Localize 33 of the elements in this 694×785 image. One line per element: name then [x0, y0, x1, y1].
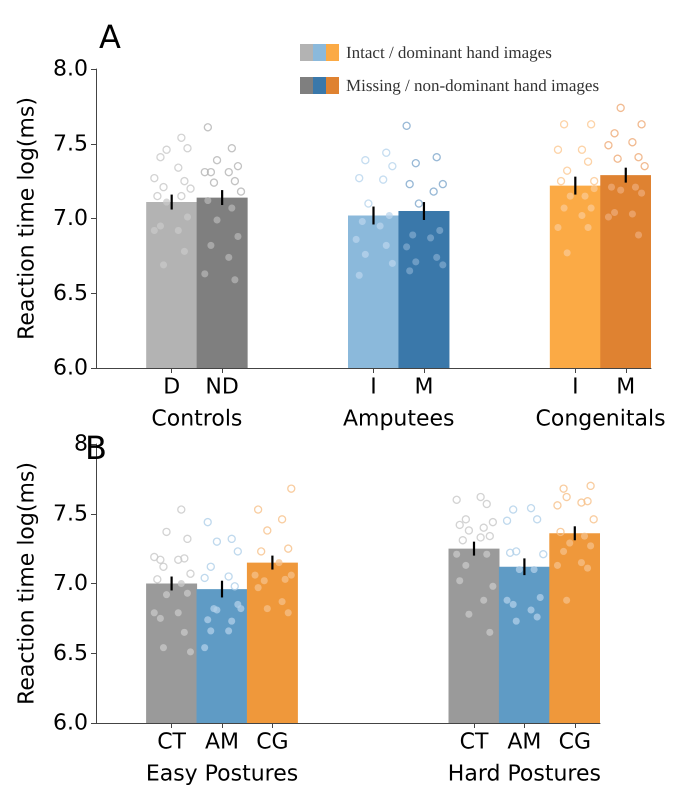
x-tick-label: AM: [507, 730, 542, 754]
x-tick-label: I: [572, 374, 579, 400]
text: Hard Postures: [448, 762, 601, 785]
x-tick-label: D: [163, 374, 180, 400]
y-tick-label: 6.0: [53, 710, 88, 736]
text: Congenitals: [536, 406, 666, 432]
x-tick-label: I: [370, 374, 377, 400]
y-tick-label: 6.5: [53, 280, 88, 306]
x-tick-label: M: [616, 374, 636, 400]
x-tick-label: AM: [204, 730, 240, 754]
x-tick-label: M: [414, 374, 434, 400]
y-tick-label: 6.5: [53, 640, 88, 666]
x-tick-label: ND: [205, 374, 239, 400]
y-axis-title: Reaction time log(ms): [14, 97, 40, 340]
y-axis-title: Reaction time log(ms): [14, 462, 40, 705]
chart-title: A: [99, 18, 121, 56]
text: Easy Postures: [146, 762, 298, 785]
text: Amputees: [342, 406, 454, 432]
y-tick-label: 7.0: [53, 206, 88, 231]
text: Controls: [151, 406, 242, 432]
x-tick-label: CT: [157, 730, 187, 754]
y-tick-label: 7.0: [53, 571, 88, 596]
x-tick-label: CT: [460, 730, 489, 754]
y-tick-label: 8.0: [53, 56, 88, 82]
y-tick-label: 7.5: [53, 501, 88, 526]
y-tick-label: 6.0: [53, 356, 88, 380]
y-tick-label: 8: [74, 432, 88, 456]
x-tick-label: CG: [256, 730, 289, 754]
x-tick-label: CG: [558, 730, 592, 754]
legend-label: Intact / dominant hand images: [346, 42, 552, 62]
chart-title: B: [85, 429, 107, 467]
legend-label: Missing / non-dominant hand images: [346, 76, 600, 96]
y-tick-label: 7.5: [53, 131, 88, 156]
